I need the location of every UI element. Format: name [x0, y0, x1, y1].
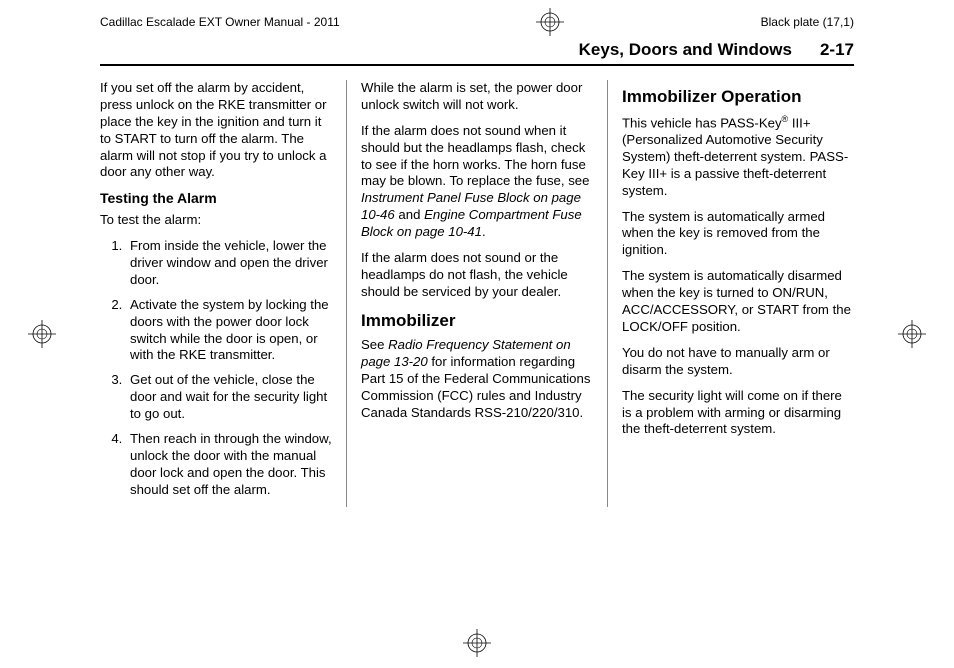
security-light-text: The security light will come on if there…: [622, 388, 854, 439]
alarm-set-text: While the alarm is set, the power door u…: [361, 80, 593, 114]
heading-testing-alarm: Testing the Alarm: [100, 190, 332, 208]
auto-disarm-text: The system is automatically disarmed whe…: [622, 268, 854, 336]
column-1: If you set off the alarm by accident, pr…: [100, 80, 346, 507]
registration-mark-top: [536, 8, 564, 36]
section-title: Keys, Doors and Windows: [579, 40, 792, 60]
manual-arm-text: You do not have to manually arm or disar…: [622, 345, 854, 379]
top-bar: Cadillac Escalade EXT Owner Manual - 201…: [0, 0, 954, 40]
alarm-service-text: If the alarm does not sound or the headl…: [361, 250, 593, 301]
list-item: Then reach in through the window, unlock…: [126, 431, 332, 499]
column-2: While the alarm is set, the power door u…: [346, 80, 607, 507]
plate-info: Black plate (17,1): [761, 15, 854, 29]
list-item: Activate the system by locking the doors…: [126, 297, 332, 365]
alarm-fuse-text: If the alarm does not sound when it shou…: [361, 123, 593, 241]
content-area: If you set off the alarm by accident, pr…: [0, 66, 954, 507]
auto-arm-text: The system is automatically armed when t…: [622, 209, 854, 260]
column-3: Immobilizer Operation This vehicle has P…: [607, 80, 854, 507]
page-number: 2-17: [820, 40, 854, 60]
test-intro: To test the alarm:: [100, 212, 332, 229]
manual-title: Cadillac Escalade EXT Owner Manual - 201…: [100, 15, 340, 29]
heading-immobilizer-operation: Immobilizer Operation: [622, 86, 854, 108]
alarm-accident-text: If you set off the alarm by accident, pr…: [100, 80, 332, 181]
registration-mark-right: [898, 320, 926, 353]
list-item: From inside the vehicle, lower the drive…: [126, 238, 332, 289]
fcc-text: See Radio Frequency Statement on page 13…: [361, 337, 593, 421]
page-header: Keys, Doors and Windows 2-17: [100, 40, 854, 66]
alarm-test-steps: From inside the vehicle, lower the drive…: [100, 238, 332, 498]
registration-mark-bottom: [463, 629, 491, 662]
passkey-intro-text: This vehicle has PASS-Key® III+ (Persona…: [622, 114, 854, 200]
heading-immobilizer: Immobilizer: [361, 310, 593, 332]
list-item: Get out of the vehicle, close the door a…: [126, 372, 332, 423]
registration-mark-left: [28, 320, 56, 353]
